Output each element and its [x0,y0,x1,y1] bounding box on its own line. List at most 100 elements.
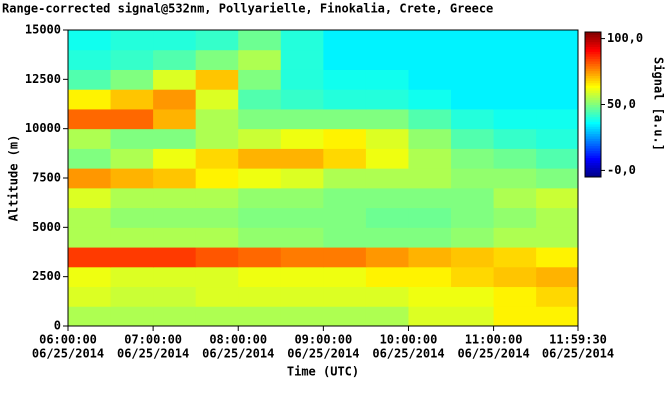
heat-cell [195,306,239,327]
heat-cell [238,306,282,327]
colorbar-segment [585,160,601,163]
heat-cell [408,148,452,169]
heat-cell [365,168,409,189]
heat-cell [280,187,324,209]
heat-cell [238,168,282,189]
heat-cell [323,168,367,189]
heat-cell [536,128,579,149]
heat-cell [280,108,324,130]
heat-cell [195,187,239,209]
colorbar-segment [585,39,601,43]
heat-cell [110,168,154,189]
colorbar-segment [585,145,601,149]
heat-cell [323,227,367,248]
heat-cell [451,306,495,327]
heat-cell [536,247,579,268]
x-tick-date: 06/25/2014 [202,347,274,361]
x-tick-label: 11:59:30 [549,333,607,347]
heat-cell [68,266,112,288]
heat-cell [365,148,409,169]
heat-cell [493,49,537,70]
heat-cell [153,148,197,169]
colorbar-segment [585,148,601,151]
heat-cell [110,207,154,228]
heat-cell [238,286,282,307]
heat-cell [68,286,112,307]
x-tick-date: 06/25/2014 [32,347,104,361]
heat-cell [323,89,367,110]
heat-cell [153,306,197,327]
heat-cell [536,227,579,248]
heat-cell [238,128,282,149]
heat-cell [451,187,495,209]
heat-cell [451,207,495,228]
heat-cell [323,187,367,209]
heat-cell [153,207,197,228]
colorbar-segment [585,174,601,178]
heat-cell [536,108,579,130]
x-tick-label: 08:00:00 [209,333,267,347]
heat-cell [365,247,409,268]
heat-cell [365,187,409,209]
heat-cell [365,30,409,51]
heat-cell [195,89,239,110]
colorbar-segment [585,65,601,69]
heat-cell [68,128,112,149]
heat-cell [323,148,367,169]
heat-cell [195,266,239,288]
heat-cell [408,286,452,307]
heat-cell [408,306,452,327]
heat-cell [280,128,324,149]
heat-cell [280,148,324,169]
colorbar-segment [585,85,601,89]
heat-cell [323,266,367,288]
heat-cell [153,266,197,288]
x-tick-date: 06/25/2014 [457,347,529,361]
colorbar-segment [585,167,601,171]
colorbar-segment [585,164,601,168]
heat-cell [68,69,112,90]
heat-cell [238,108,282,130]
heat-cell [110,69,154,90]
heat-cell [238,30,282,51]
heat-cell [68,306,112,327]
colorbar-segment [585,109,601,113]
colorbar-segment [585,77,601,81]
heat-cell [195,128,239,149]
colorbar-segment [585,48,601,52]
heat-cell [68,30,112,51]
colorbar-segment [585,94,601,98]
colorbar-segment [585,116,601,120]
colorbar-tick-label: -0,0 [607,163,636,177]
colorbar-segment [585,61,601,64]
heat-cell [493,148,537,169]
heat-cell [68,168,112,189]
heat-cell [323,69,367,90]
heat-cell [68,227,112,248]
heat-cell [153,168,197,189]
heat-cell [365,128,409,149]
heat-cell [451,266,495,288]
heat-cell [238,148,282,169]
heat-cell [493,207,537,228]
colorbar-segment [585,155,601,159]
colorbar-segment [585,97,601,101]
heat-cell [451,227,495,248]
heat-cell [493,227,537,248]
colorbar-segment [585,90,601,93]
heat-cell [238,266,282,288]
x-tick-date: 06/25/2014 [372,347,444,361]
heat-cell [536,266,579,288]
colorbar-segment [585,41,601,45]
colorbar-label: Signal [a.u.] [652,57,666,151]
chart-title: Range-corrected signal@532nm, Pollyariel… [2,2,493,16]
heat-cell [110,89,154,110]
colorbar-segment [585,68,601,72]
x-tick-label: 09:00:00 [294,333,352,347]
heat-cell [195,108,239,130]
heat-cell [536,89,579,110]
heat-cell [493,266,537,288]
heat-cell [536,306,579,327]
heat-cell [238,227,282,248]
heat-cell [408,30,452,51]
